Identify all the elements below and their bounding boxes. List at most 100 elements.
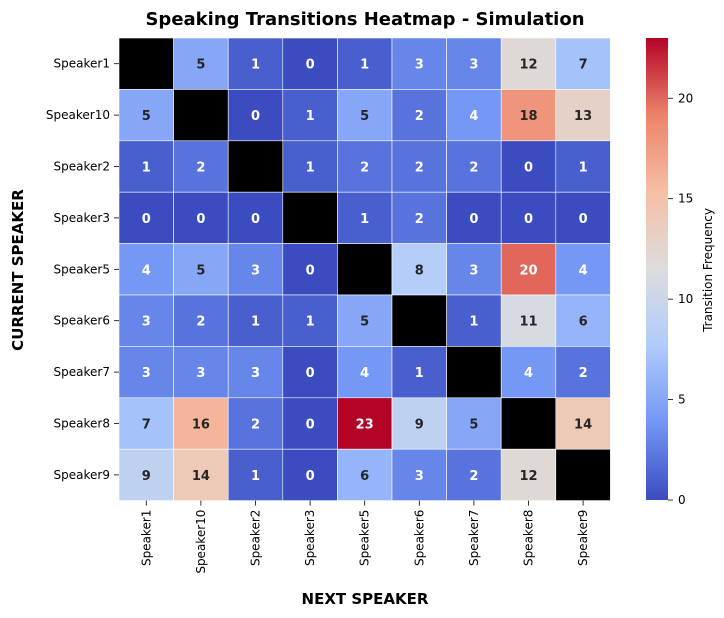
cell-value-label: 3: [415, 58, 424, 73]
heatmap-cell: [282, 294, 338, 347]
y-tick-label: Speaker3: [54, 211, 110, 225]
heatmap-cell: [337, 397, 393, 450]
heatmap-cell: [227, 140, 284, 193]
heatmap-cell: [118, 243, 174, 296]
heatmap-cell: [282, 243, 338, 296]
cell-value-label: 0: [306, 58, 315, 73]
cell-value-label: 3: [251, 366, 260, 381]
heatmap-cell: [173, 294, 229, 347]
heatmap-cell: [337, 243, 393, 296]
colorbar-tick-label: 20: [678, 91, 693, 105]
heatmap-cell: [173, 191, 229, 244]
heatmap-cell: [337, 346, 393, 399]
cell-value-label: 8: [415, 263, 424, 278]
cell-value-label: 0: [524, 212, 533, 227]
heatmap-cell: [337, 37, 393, 90]
cell-value-label: 0: [306, 263, 315, 278]
heatmap-cell: [337, 294, 393, 347]
heatmap-cell: [282, 89, 338, 142]
cell-value-label: 2: [415, 161, 424, 176]
cell-value-label: 12: [519, 58, 537, 73]
heatmap-cell: [173, 243, 229, 296]
cell-value-label: 9: [415, 418, 424, 433]
x-tick-label: Speaker1: [139, 510, 153, 566]
heatmap-cell: [500, 397, 557, 450]
y-axis-title: CURRENT SPEAKER: [9, 189, 27, 351]
heatmap-cell: [446, 346, 502, 399]
cell-value-label: 1: [306, 161, 315, 176]
heatmap-cell: [173, 37, 229, 90]
x-tick-label: Speaker10: [194, 510, 208, 574]
colorbar-label: Transition Frequency: [701, 208, 715, 333]
cell-value-label: 14: [574, 418, 592, 433]
colorbar-ticks: 0 5 10 15 20: [668, 91, 693, 507]
heatmap-cell: [173, 448, 229, 501]
cell-value-label: 4: [524, 366, 533, 381]
x-axis-title: NEXT SPEAKER: [302, 590, 429, 608]
heatmap-cell: [446, 397, 502, 450]
heatmap-cell: [227, 294, 284, 347]
heatmap-cell: [446, 243, 502, 296]
cell-value-label: 12: [519, 469, 537, 484]
cell-value-label: 5: [142, 109, 151, 124]
cell-value-label: 1: [251, 315, 260, 330]
y-tick-label: Speaker1: [54, 57, 110, 71]
heatmap-cell: [555, 89, 611, 142]
heatmap-cell: [337, 448, 393, 501]
cell-value-label: 1: [360, 58, 369, 73]
heatmap-cell: [118, 397, 174, 450]
cell-value-label: 0: [196, 212, 205, 227]
x-tick-label: Speaker9: [576, 510, 590, 566]
cell-value-label: 4: [469, 109, 478, 124]
colorbar-tick-label: 15: [678, 192, 693, 206]
cell-value-label: 4: [360, 366, 369, 381]
cell-value-label: 2: [251, 418, 260, 433]
cell-value-label: 0: [251, 212, 260, 227]
heatmap-cell: [173, 89, 229, 142]
cell-value-label: 0: [469, 212, 478, 227]
y-tick-label: Speaker9: [54, 468, 110, 482]
cell-value-label: 5: [360, 315, 369, 330]
cell-value-label: 6: [360, 469, 369, 484]
heatmap-cell: [282, 448, 338, 501]
cell-value-label: 3: [196, 366, 205, 381]
heatmap-cell: [118, 448, 174, 501]
cell-value-label: 2: [415, 109, 424, 124]
cell-value-label: 5: [196, 263, 205, 278]
heatmap-cell: [446, 140, 502, 193]
heatmap-cell: [391, 37, 447, 90]
heatmap-cells: [118, 37, 611, 501]
heatmap-cell: [282, 191, 338, 244]
heatmap-cell: [446, 89, 502, 142]
cell-value-label: 0: [579, 212, 588, 227]
cell-value-label: 20: [519, 263, 537, 278]
cell-value-label: 0: [142, 212, 151, 227]
cell-value-label: 16: [192, 418, 210, 433]
heatmap-cell: [337, 89, 393, 142]
cell-value-label: 14: [192, 469, 210, 484]
heatmap-cell: [118, 191, 174, 244]
cell-value-label: 5: [469, 418, 478, 433]
heatmap-cell: [173, 140, 229, 193]
heatmap-cell: [173, 346, 229, 399]
y-tick-label: Speaker8: [54, 417, 110, 431]
heatmap-cell: [555, 191, 611, 244]
cell-value-label: 0: [306, 469, 315, 484]
y-tick-label: Speaker6: [54, 314, 110, 328]
cell-value-label: 1: [579, 161, 588, 176]
cell-value-label: 3: [251, 263, 260, 278]
heatmap-cell: [118, 346, 174, 399]
y-tick-label: Speaker5: [54, 262, 110, 276]
x-tick-label: Speaker8: [522, 510, 536, 566]
cell-value-label: 13: [574, 109, 592, 124]
x-tick-label: Speaker7: [467, 510, 481, 566]
cell-value-label: 3: [142, 366, 151, 381]
heatmap-cell: [500, 294, 557, 347]
heatmap-cell: [391, 448, 447, 501]
heatmap-cell: [500, 37, 557, 90]
heatmap-cell: [227, 89, 284, 142]
heatmap-cell: [391, 243, 447, 296]
cell-value-label: 1: [142, 161, 151, 176]
colorbar-tick-label: 5: [678, 393, 686, 407]
cell-value-label: 6: [579, 315, 588, 330]
